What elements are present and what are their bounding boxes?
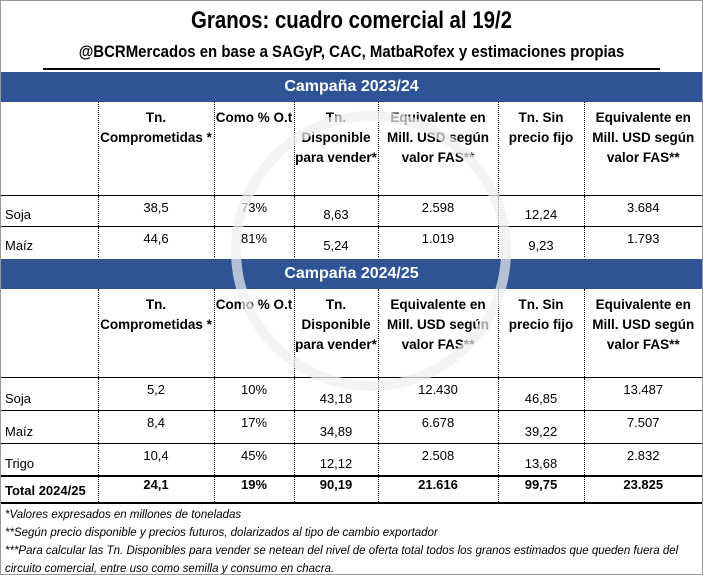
row-label: Maíz <box>1 409 98 443</box>
total-cell: 90,19 <box>293 475 378 504</box>
table-cell: 39,22 <box>497 409 584 443</box>
row-label: Soja <box>1 376 98 410</box>
total-cell: 24,1 <box>97 475 214 504</box>
table-cell: 13,68 <box>497 442 584 476</box>
total-cell: 99,75 <box>497 475 584 504</box>
footnotes: *Valores expresados en millones de tonel… <box>1 504 702 575</box>
table-cell: 9,23 <box>497 225 584 257</box>
column-header: Tn. Sin precio fijo <box>497 102 584 195</box>
row-label: Maíz <box>1 225 98 257</box>
column-header: Equivalente en Mill. USD según valor FAS… <box>583 102 702 195</box>
total-label: Total 2024/25 <box>1 475 98 504</box>
total-cell: 19% <box>213 475 294 504</box>
header-blank <box>1 289 98 377</box>
watermark-seal <box>231 111 511 391</box>
campaign-band: Campaña 2023/24 <box>1 72 702 102</box>
table-cell: 8,4 <box>97 409 214 443</box>
table-cell: 46,85 <box>497 376 584 410</box>
table-cell: 7.507 <box>583 409 702 443</box>
table-cell: 12,24 <box>497 194 584 226</box>
column-header: Tn. Sin precio fijo <box>497 289 584 377</box>
table-cell: 12.430 <box>377 376 498 410</box>
table-cell: 10% <box>213 376 294 410</box>
table-cell: 5,2 <box>97 376 214 410</box>
table-cell: 38,5 <box>97 194 214 226</box>
table-cell: 3.684 <box>583 194 702 226</box>
row-label: Soja <box>1 194 98 226</box>
table-cell: 2.508 <box>377 442 498 476</box>
table-cell: 10,4 <box>97 442 214 476</box>
column-header: Tn. Comprometidas * <box>97 102 214 195</box>
footnote: **Según precio disponible y precios futu… <box>5 527 438 539</box>
table-cell: 17% <box>213 409 294 443</box>
page-title: Granos: cuadro comercial al 19/2 <box>191 7 512 34</box>
total-cell: 23.825 <box>583 475 702 504</box>
footnote: *Valores expresados en millones de tonel… <box>5 509 242 521</box>
table-cell: 6.678 <box>377 409 498 443</box>
footnote: ***Para calcular las Tn. Disponibles par… <box>5 545 679 575</box>
header-blank <box>1 102 98 195</box>
column-header: Tn. Comprometidas * <box>97 289 214 377</box>
column-header: Equivalente en Mill. USD según valor FAS… <box>583 289 702 377</box>
subtitle: @BCRMercados en base a SAGyP, CAC, Matba… <box>43 38 660 70</box>
table-cell: 34,89 <box>293 409 378 443</box>
table-cell: 45% <box>213 442 294 476</box>
table-cell: 12,12 <box>293 442 378 476</box>
table-cell: 44,6 <box>97 225 214 257</box>
table-cell: 13.487 <box>583 376 702 410</box>
row-label: Trigo <box>1 442 98 476</box>
table-cell: 2.832 <box>583 442 702 476</box>
total-cell: 21.616 <box>377 475 498 504</box>
table-cell: 1.793 <box>583 225 702 257</box>
